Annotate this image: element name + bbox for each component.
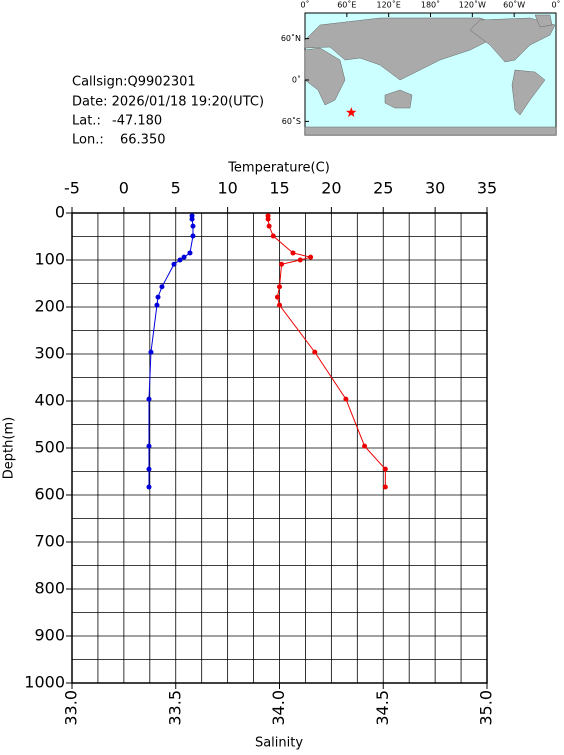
profile-point: [154, 302, 160, 308]
map-lon-label: 0˚: [300, 0, 309, 10]
map-lat-label: 0˚: [292, 75, 301, 85]
profile-point: [189, 216, 195, 222]
profile-point: [146, 396, 152, 402]
profile-point: [159, 284, 165, 290]
profile-point: [290, 250, 296, 256]
profile-point: [146, 443, 152, 449]
profile-point: [265, 216, 271, 222]
y-axis-label: Depth(m): [2, 417, 17, 479]
x2-tick-label: 33.0: [62, 690, 81, 726]
map-lon-label: 0˚: [551, 0, 560, 10]
lat-label: Lat.:: [72, 114, 101, 129]
y-tick-label: 700: [34, 532, 65, 551]
profile-point: [277, 302, 282, 308]
y-tick-label: 1000: [24, 673, 65, 692]
profile-point: [362, 443, 368, 449]
profile-point: [171, 261, 177, 267]
map-lon-label: 180˚: [421, 0, 440, 10]
y-tick-label: 800: [34, 579, 65, 598]
x-tick-label: 25: [373, 179, 393, 198]
x-tick-label: 10: [217, 179, 237, 198]
map: [304, 12, 557, 136]
profile-point: [312, 349, 318, 355]
x-tick-label: 30: [425, 179, 445, 198]
profile-point: [277, 284, 282, 290]
profile-point: [308, 254, 314, 260]
lat-value: -47.180: [112, 114, 162, 129]
y-tick-label: 100: [34, 250, 65, 269]
x-tick-label: 35: [477, 179, 497, 198]
x-tick-label: 15: [269, 179, 289, 198]
lon-value: 66.350: [120, 133, 166, 148]
map-lat-label: 60˚S: [282, 116, 301, 126]
profile-point: [187, 250, 193, 256]
map-lat-label: 60˚N: [281, 33, 301, 43]
y-tick-label: 200: [34, 297, 65, 316]
float-position: [346, 107, 357, 117]
profile-point: [190, 233, 196, 239]
profile-point: [148, 349, 154, 355]
y-tick-label: 900: [34, 626, 65, 645]
date: Date: 2026/01/18 19:20(UTC): [72, 95, 264, 110]
profile-point: [190, 223, 196, 229]
x-tick-label: 0: [119, 179, 129, 198]
x-tick-label: -5: [64, 179, 80, 198]
x2-tick-label: 34.5: [373, 690, 392, 726]
x2-tick-label: 35.0: [477, 690, 496, 726]
x-axis-label: Temperature(C): [227, 161, 330, 176]
profile-point: [270, 233, 276, 239]
profile-point: [382, 466, 388, 472]
y-tick-label: 600: [34, 485, 65, 504]
lon-label: Lon.:: [72, 133, 104, 148]
profile-point: [155, 294, 161, 300]
profile-line: [148, 215, 194, 488]
profile-point: [343, 396, 349, 402]
profile-point: [382, 484, 388, 490]
profile-point: [266, 223, 272, 229]
map-lon-label: 60˚E: [337, 0, 356, 10]
map-lon-label: 120˚W: [459, 0, 486, 10]
x-tick-label: 5: [171, 179, 181, 198]
map-lon-label: 120˚E: [377, 0, 401, 10]
y-tick-label: 300: [34, 344, 65, 363]
profile-point: [146, 466, 152, 472]
profile-point: [279, 261, 285, 267]
x-tick-label: 20: [321, 179, 341, 198]
profile-line: [267, 215, 386, 488]
profile-point: [274, 294, 280, 300]
y-tick-label: 500: [34, 438, 65, 457]
x2-axis-label: Salinity: [255, 736, 303, 751]
profile-point: [177, 257, 183, 263]
callsign: Callsign:Q9902301: [72, 75, 196, 90]
profile-point: [146, 484, 152, 490]
profile-point: [181, 254, 187, 260]
x2-tick-label: 33.5: [165, 690, 184, 726]
y-tick-label: 0: [55, 203, 65, 222]
profile-point: [297, 257, 303, 263]
x2-tick-label: 34.0: [269, 690, 288, 726]
map-lon-label: 60˚W: [503, 0, 525, 10]
continents: [304, 14, 557, 136]
y-tick-label: 400: [34, 391, 65, 410]
